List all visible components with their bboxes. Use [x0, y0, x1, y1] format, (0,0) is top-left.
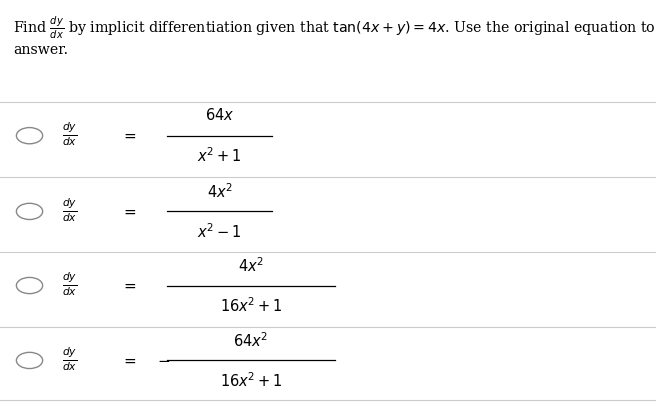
Text: $x^2-1$: $x^2-1$: [197, 222, 242, 241]
Text: $x^2+1$: $x^2+1$: [197, 147, 242, 165]
Text: $64x^2$: $64x^2$: [234, 331, 268, 350]
Text: $4x^2$: $4x^2$: [207, 182, 233, 200]
Text: $\frac{dy}{dx}$: $\frac{dy}{dx}$: [62, 271, 77, 298]
Text: $=$: $=$: [121, 129, 138, 143]
Text: $16x^2+1$: $16x^2+1$: [220, 296, 282, 315]
Text: $\frac{dy}{dx}$: $\frac{dy}{dx}$: [62, 121, 77, 148]
Text: $=$: $=$: [121, 354, 138, 367]
Text: $\frac{dy}{dx}$: $\frac{dy}{dx}$: [62, 345, 77, 373]
Text: $\frac{dy}{dx}$: $\frac{dy}{dx}$: [62, 196, 77, 224]
Text: $=$: $=$: [121, 205, 138, 218]
Text: $4x^2$: $4x^2$: [238, 256, 264, 275]
Text: $16x^2+1$: $16x^2+1$: [220, 371, 282, 390]
Text: $-$: $-$: [157, 354, 171, 367]
Text: answer.: answer.: [13, 43, 68, 57]
Text: $64x$: $64x$: [205, 107, 234, 124]
Text: $=$: $=$: [121, 279, 138, 292]
Text: Find $\frac{dy}{dx}$ by implicit differentiation given that $\tan(4x+y)=4x$. Use: Find $\frac{dy}{dx}$ by implicit differe…: [13, 14, 656, 40]
